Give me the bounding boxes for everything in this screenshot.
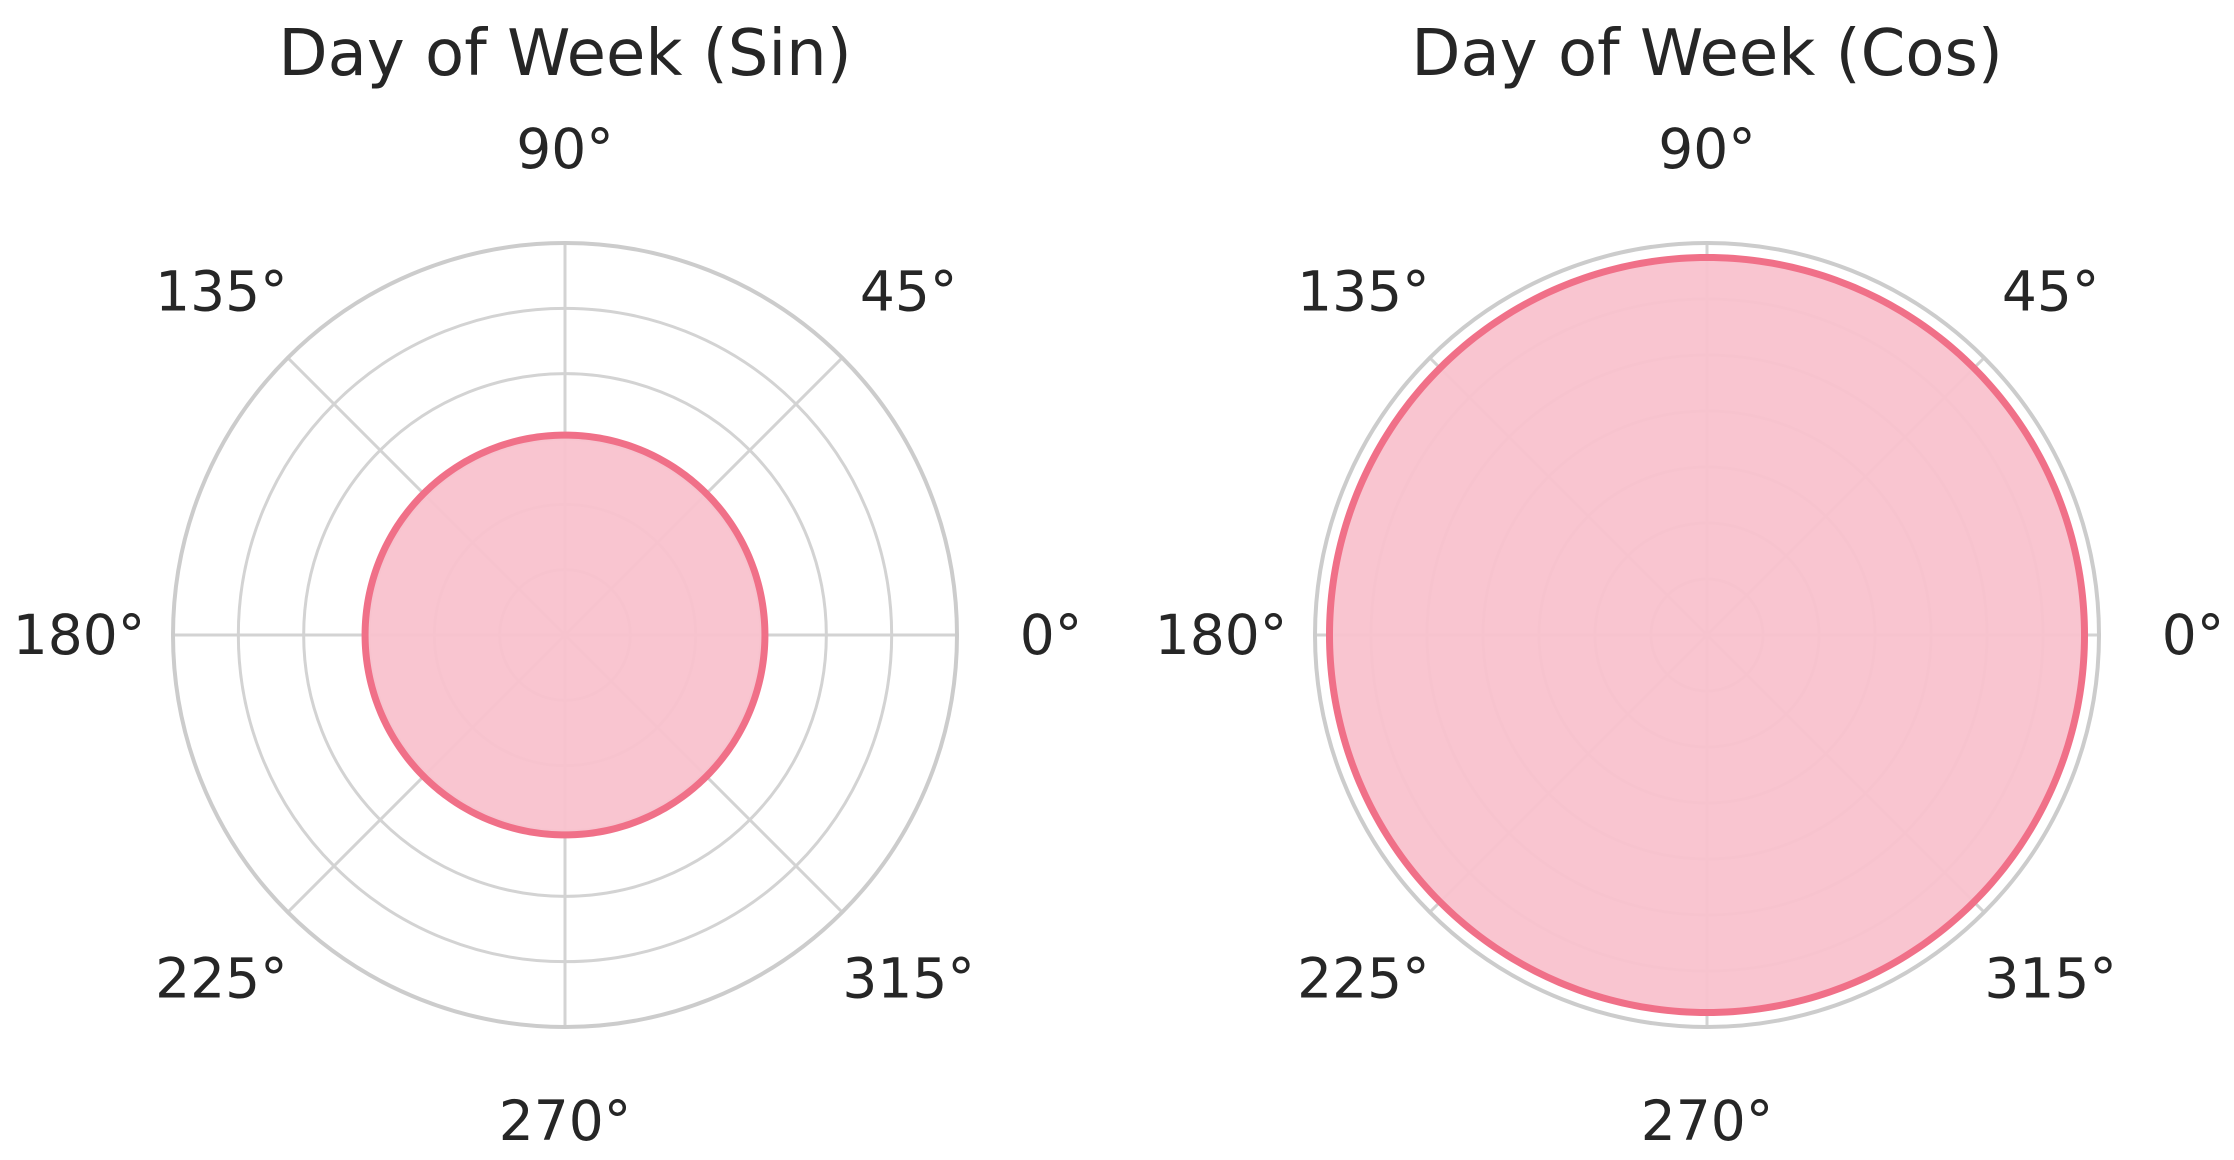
theta-tick-label: 180° — [1155, 603, 1287, 667]
polar-chart-sin: Day of Week (Sin) 0° 45° 90° 135° 180° 2… — [13, 17, 1082, 1153]
series-line — [1326, 254, 2088, 1016]
theta-tick-label: 90° — [516, 117, 614, 181]
polar-frame — [171, 241, 959, 1029]
series-area — [1329, 257, 2085, 1013]
series-area — [365, 435, 765, 835]
theta-tick-label: 135° — [1297, 259, 1429, 323]
theta-tick-labels: 0° 45° 90° 135° 180° 225° 270° 315° — [13, 117, 1082, 1153]
theta-tick-label: 45° — [2002, 259, 2100, 323]
theta-tick-label: 135° — [155, 259, 287, 323]
theta-tick-label: 225° — [1297, 947, 1429, 1011]
theta-tick-label: 270° — [499, 1089, 631, 1153]
theta-tick-label: 315° — [1984, 947, 2116, 1011]
series-layer — [361, 431, 769, 839]
series-layer — [1326, 254, 2088, 1016]
polar-frame — [1313, 241, 2101, 1029]
polar-chart-cos: Day of Week (Cos) 0° 45° 90° 135° 180° 2… — [1155, 17, 2224, 1153]
theta-tick-label: 90° — [1658, 117, 1756, 181]
theta-tick-labels: 0° 45° 90° 135° 180° 225° 270° 315° — [1155, 117, 2224, 1153]
theta-tick-label: 0° — [1020, 603, 1083, 667]
series-line — [361, 431, 769, 839]
theta-tick-label: 0° — [2162, 603, 2225, 667]
theta-tick-label: 225° — [155, 947, 287, 1011]
theta-tick-label: 45° — [860, 259, 958, 323]
theta-tick-label: 270° — [1641, 1089, 1773, 1153]
chart-title: Day of Week (Cos) — [1411, 17, 2003, 91]
theta-tick-label: 180° — [13, 603, 145, 667]
theta-tick-label: 315° — [842, 947, 974, 1011]
chart-title: Day of Week (Sin) — [278, 17, 851, 91]
